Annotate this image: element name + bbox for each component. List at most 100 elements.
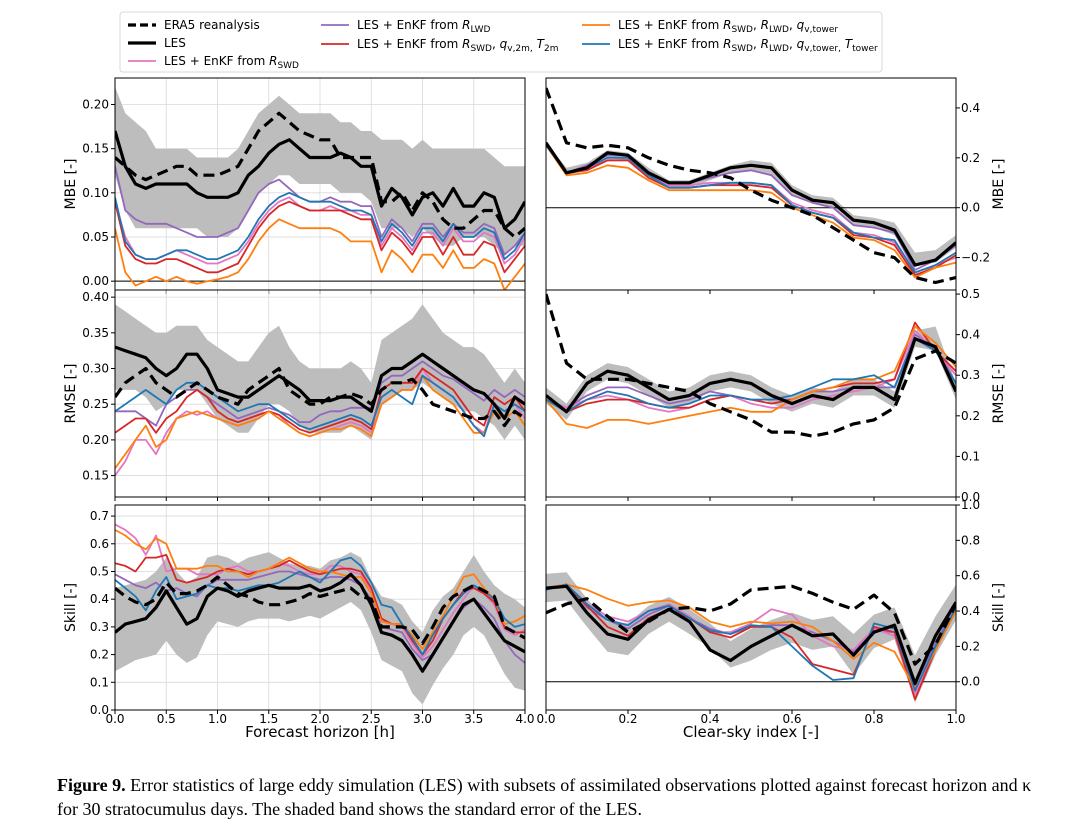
x-tick-label: 4.0	[515, 712, 534, 726]
y-tick-label: 0.15	[82, 142, 109, 156]
legend-entry-all: LES + EnKF from RSWD​, RLWD​, qv,tower,​…	[618, 37, 878, 54]
y-axis-label: Skill [-]	[63, 583, 79, 632]
series-line-lwd	[546, 144, 956, 271]
y-tick-label: 0.20	[82, 433, 109, 447]
legend-entry-lwd: LES + EnKF from RLWD​	[357, 18, 491, 35]
x-tick-label: 3.0	[413, 712, 432, 726]
series-line-era5	[546, 584, 956, 666]
series-line-les	[115, 572, 525, 673]
y-tick-label: 0.8	[961, 533, 980, 547]
plot-area	[115, 86, 525, 290]
y-tick-label: 0.1	[90, 675, 109, 689]
y-tick-label: −0.2	[961, 251, 990, 265]
x-tick-label: 2.0	[310, 712, 329, 726]
series-line-swd	[546, 329, 956, 413]
plot-area	[546, 293, 956, 438]
series-line-era5	[546, 87, 956, 285]
series-line-swd	[546, 583, 956, 695]
standard-error-band	[115, 304, 525, 440]
x-tick-label: 2.5	[362, 712, 381, 726]
x-tick-label: 0.2	[618, 712, 637, 726]
y-tick-label: 0.15	[82, 469, 109, 483]
plot-area	[546, 87, 956, 285]
y-tick-label: 0.0	[90, 703, 109, 717]
y-tick-label: 0.2	[961, 151, 980, 165]
x-tick-label: 1.5	[259, 712, 278, 726]
standard-error-band	[115, 552, 525, 705]
figure-caption-label: Figure 9.	[57, 775, 126, 795]
x-tick-label: 0.0	[536, 712, 555, 726]
y-axis-label: RMSE [-]	[991, 364, 1007, 424]
series-line-rswlw	[546, 325, 956, 429]
legend-entry-swd: LES + EnKF from RSWD​	[164, 54, 299, 71]
y-tick-label: 0.30	[82, 362, 109, 376]
legend: ERA5 reanalysis LES LES + EnKF from RSWD​ L…	[119, 11, 883, 73]
y-tick-label: 0.4	[961, 604, 980, 618]
panel-mbe-forecast: 0.00 0.05 0.10 0.15 0.20 MBE [-]	[63, 77, 526, 294]
y-tick-label: 0.4	[90, 592, 109, 606]
x-axis-label: Forecast horizon [h]	[245, 723, 395, 741]
series-line-rswlw	[115, 529, 525, 650]
series-line-les	[115, 130, 525, 230]
figure-9-chart: 0.00 0.05 0.10 0.15 0.20 MBE [-] −0.2 0.0 0.2 0.4…	[63, 11, 1007, 741]
legend-entry-les: LES	[164, 36, 186, 50]
y-tick-label: 0.25	[82, 397, 109, 411]
y-axis-label: MBE [-]	[991, 159, 1007, 210]
panel-rmse-forecast: 0.15 0.20 0.25 0.30 0.35 0.40 RMSE [-]	[63, 289, 526, 501]
y-tick-label: 0.0	[961, 490, 980, 504]
y-tick-label: 0.6	[961, 569, 980, 583]
series-line-rswlw	[546, 144, 956, 279]
series-line-era5	[115, 111, 525, 239]
y-tick-label: 0.1	[961, 449, 980, 463]
series-line-era5	[546, 293, 956, 438]
y-tick-label: 0.0	[961, 201, 980, 215]
y-tick-label: 0.00	[82, 274, 109, 288]
x-tick-label: 0.6	[782, 712, 801, 726]
x-axis-label: Clear-sky index [-]	[683, 723, 819, 741]
series-line-all	[546, 337, 956, 413]
series-line-les	[546, 141, 956, 267]
y-tick-label: 0.4	[961, 328, 980, 342]
y-tick-label: 0.0	[961, 675, 980, 689]
plot-area	[546, 572, 956, 703]
y-tick-label: 0.5	[961, 287, 980, 301]
legend-entry-rswlw: LES + EnKF from RSWD​, RLWD​, qv,tower​	[618, 18, 838, 35]
y-tick-label: 0.3	[961, 368, 980, 382]
panel-mbe-clearsky: −0.2 0.0 0.2 0.4 MBE [-]	[545, 77, 1007, 294]
axes-frame	[545, 289, 957, 498]
series-line-les	[546, 337, 956, 414]
series-line-rswlw	[546, 583, 956, 690]
series-line-les	[115, 345, 525, 421]
panel-rmse-clearsky: 0.0 0.1 0.2 0.3 0.4 0.5 RMSE [-]	[545, 287, 1007, 504]
y-tick-label: 0.2	[90, 648, 109, 662]
y-tick-label: 0.5	[90, 564, 109, 578]
y-tick-label: 0.40	[82, 290, 109, 304]
x-tick-label: 1.0	[946, 712, 965, 726]
x-tick-label: 3.5	[464, 712, 483, 726]
y-axis-label: Skill [-]	[991, 583, 1007, 632]
y-tick-label: 0.6	[90, 537, 109, 551]
series-line-q2m	[115, 367, 525, 434]
y-axis-label: MBE [-]	[63, 159, 79, 210]
y-tick-label: 0.05	[82, 230, 109, 244]
y-tick-label: 0.35	[82, 326, 109, 340]
y-tick-label: 0.2	[961, 639, 980, 653]
standard-error-band	[546, 326, 956, 420]
series-line-q2m	[546, 583, 956, 701]
y-tick-label: 0.7	[90, 509, 109, 523]
series-line-rswlw	[115, 218, 525, 290]
x-tick-label: 0.4	[700, 712, 719, 726]
standard-error-band	[115, 86, 525, 255]
legend-entry-q2m: LES + EnKF from RSWD​, qv,2m,​ T2m​	[357, 37, 558, 54]
legend-box	[119, 11, 883, 73]
plot-area	[115, 304, 525, 477]
series-line-all	[115, 374, 525, 438]
plot-area	[115, 523, 525, 705]
series-line-q2m	[546, 142, 956, 276]
y-tick-label: 0.20	[82, 98, 109, 112]
x-tick-label: 1.0	[208, 712, 227, 726]
y-axis-label: RMSE [-]	[63, 364, 79, 424]
series-line-era5	[115, 366, 525, 428]
y-tick-label: 0.4	[961, 101, 980, 115]
x-tick-label: 0.8	[864, 712, 883, 726]
